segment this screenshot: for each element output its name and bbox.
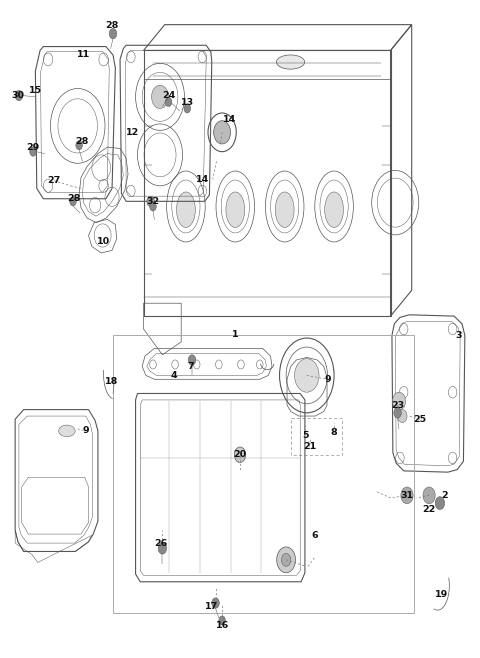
- Text: 9: 9: [83, 426, 89, 436]
- Text: 17: 17: [205, 602, 218, 611]
- Circle shape: [435, 497, 444, 509]
- Circle shape: [70, 197, 76, 206]
- Text: 14: 14: [223, 115, 236, 124]
- Circle shape: [147, 196, 155, 207]
- Text: 28: 28: [68, 194, 81, 203]
- Text: 20: 20: [233, 450, 247, 459]
- Text: 25: 25: [413, 415, 426, 424]
- Circle shape: [150, 202, 156, 211]
- Circle shape: [76, 141, 83, 150]
- Text: 28: 28: [106, 22, 119, 30]
- Ellipse shape: [275, 192, 294, 228]
- Text: 31: 31: [400, 491, 414, 500]
- Text: 16: 16: [216, 621, 229, 630]
- Text: 21: 21: [303, 442, 316, 451]
- Circle shape: [423, 487, 435, 504]
- Circle shape: [295, 359, 319, 392]
- Ellipse shape: [177, 192, 195, 228]
- Text: 28: 28: [76, 138, 89, 147]
- Text: 12: 12: [126, 128, 139, 137]
- Text: 27: 27: [48, 176, 61, 185]
- Text: 10: 10: [97, 238, 110, 247]
- Circle shape: [212, 598, 219, 608]
- Ellipse shape: [226, 192, 245, 228]
- Circle shape: [165, 97, 172, 107]
- Circle shape: [276, 547, 296, 572]
- Circle shape: [188, 355, 196, 365]
- Circle shape: [281, 553, 291, 567]
- Circle shape: [152, 86, 168, 109]
- Circle shape: [397, 409, 407, 422]
- Circle shape: [109, 28, 117, 39]
- Text: 19: 19: [435, 590, 448, 599]
- Text: 32: 32: [146, 197, 159, 206]
- Circle shape: [15, 90, 23, 101]
- Text: 8: 8: [331, 428, 337, 437]
- Circle shape: [393, 392, 406, 410]
- Text: 13: 13: [181, 97, 194, 107]
- Text: 1: 1: [232, 330, 239, 339]
- Circle shape: [401, 487, 413, 504]
- Text: 11: 11: [77, 51, 90, 59]
- Text: 23: 23: [391, 401, 404, 409]
- Text: 24: 24: [162, 91, 175, 100]
- Ellipse shape: [324, 192, 344, 228]
- Circle shape: [394, 408, 401, 418]
- Text: 18: 18: [106, 378, 119, 386]
- Circle shape: [214, 120, 230, 144]
- Circle shape: [184, 104, 191, 113]
- Text: 29: 29: [26, 143, 40, 151]
- Text: 9: 9: [324, 375, 331, 384]
- Circle shape: [234, 447, 246, 463]
- Text: 30: 30: [12, 91, 24, 100]
- Text: 3: 3: [456, 331, 462, 340]
- Text: 2: 2: [441, 491, 448, 500]
- Text: 22: 22: [422, 505, 436, 514]
- Text: 15: 15: [29, 86, 42, 95]
- Circle shape: [219, 616, 226, 625]
- Text: 6: 6: [311, 531, 318, 540]
- Ellipse shape: [276, 55, 305, 69]
- Text: 4: 4: [171, 371, 178, 380]
- Text: 7: 7: [187, 362, 194, 371]
- Text: 26: 26: [155, 539, 168, 547]
- Circle shape: [158, 542, 167, 554]
- Ellipse shape: [59, 425, 75, 437]
- Circle shape: [30, 147, 36, 156]
- Text: 14: 14: [196, 175, 209, 184]
- Text: 5: 5: [302, 431, 309, 440]
